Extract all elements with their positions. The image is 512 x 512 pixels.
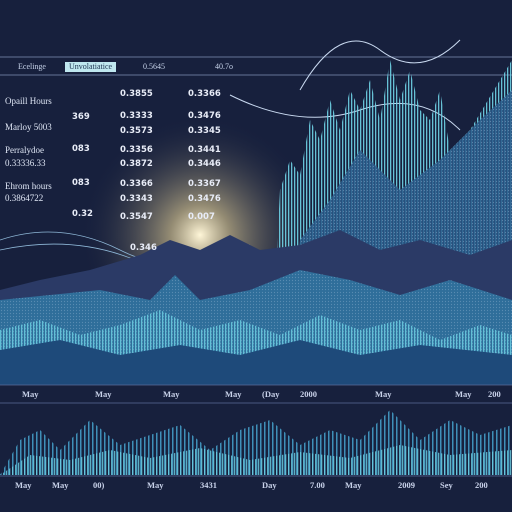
axis-label: May xyxy=(375,389,392,399)
axis-label: May xyxy=(225,389,242,399)
axis-label: 2009 xyxy=(398,480,415,490)
axis-label: 00) xyxy=(93,480,105,490)
code: 083 xyxy=(72,144,90,154)
axis-label: 7.00 xyxy=(310,480,325,490)
code: 0.32 xyxy=(72,209,93,219)
code: 083 xyxy=(72,178,90,188)
axis-label: May xyxy=(15,480,32,490)
axis-label: May xyxy=(455,389,472,399)
value: 0.3446 xyxy=(188,159,221,169)
value: 0.3476 xyxy=(188,111,221,121)
value: 0.007 xyxy=(188,212,215,222)
value: 0.3345 xyxy=(188,126,221,136)
value: 0.3343 xyxy=(120,194,153,204)
tab[interactable]: 0.5645 xyxy=(143,62,165,71)
row-label: Ehrom hours xyxy=(5,181,52,191)
axis-label: May xyxy=(147,480,164,490)
axis-label: 200 xyxy=(488,389,501,399)
value: 0.3366 xyxy=(188,89,221,99)
axis-label: Sey xyxy=(440,480,453,490)
value: 0.3366 xyxy=(120,179,153,189)
row-label: Marloy 5003 xyxy=(5,122,52,132)
axis-label: May xyxy=(22,389,39,399)
code: 369 xyxy=(72,112,90,122)
axis-label: May xyxy=(345,480,362,490)
axis-label: 3431 xyxy=(200,480,217,490)
axis-label: May xyxy=(95,389,112,399)
tab[interactable]: 40.7o xyxy=(215,62,233,71)
value: 0.3367 xyxy=(188,179,221,189)
axis-label: May xyxy=(163,389,180,399)
value: 0.3855 xyxy=(120,89,153,99)
row-label: 0.33336.33 xyxy=(5,158,46,168)
value: 0.3441 xyxy=(188,145,221,155)
value: 0.3547 xyxy=(120,212,153,222)
annotation: 0.346 xyxy=(130,243,157,253)
axis-label: 200 xyxy=(475,480,488,490)
axis-label: (Day xyxy=(262,389,280,399)
value: 0.3872 xyxy=(120,159,153,169)
row-label: Opaill Hours xyxy=(5,96,52,106)
value: 0.3333 xyxy=(120,111,153,121)
row-label: 0.3864722 xyxy=(5,193,44,203)
value: 0.3573 xyxy=(120,126,153,136)
tab[interactable]: Unvolatiatice xyxy=(65,62,117,72)
axis-label: May xyxy=(52,480,69,490)
row-label: Perralydoe xyxy=(5,145,44,155)
axis-label: Day xyxy=(262,480,277,490)
value: 0.3476 xyxy=(188,194,221,204)
tab[interactable]: Ecelinge xyxy=(18,62,46,71)
axis-label: 2000 xyxy=(300,389,317,399)
value: 0.3356 xyxy=(120,145,153,155)
